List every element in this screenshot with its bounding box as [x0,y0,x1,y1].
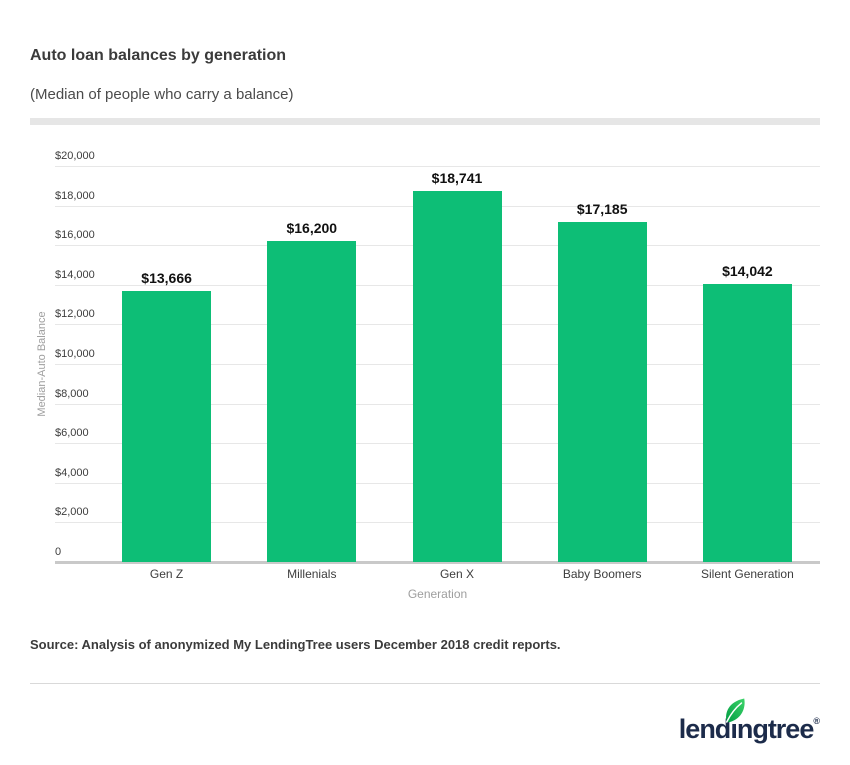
bar-value-label: $14,042 [722,262,773,279]
x-axis-line [55,561,820,564]
lendingtree-logo: lend ıngtree® [678,698,820,752]
bar-gen-x [412,190,502,562]
y-tick-label: $6,000 [55,427,89,440]
bar-chart: Median-Auto Balance Generation $20,000 $1… [30,150,820,610]
page-title: Auto loan balances by generation [30,47,287,64]
x-tick-label: Baby Boomers [562,567,642,581]
top-divider-bar [30,118,820,125]
y-tick-label: $12,000 [55,308,95,321]
y-tick-label: $20,000 [55,150,95,162]
x-tick-label: Gen Z [149,567,184,581]
y-tick-label: $2,000 [55,506,89,519]
bar-value-label: $16,200 [286,220,338,237]
y-tick-label: $8,000 [55,387,89,400]
y-tick-label: $4,000 [55,466,89,479]
plot-area: Median-Auto Balance Generation $20,000 $1… [36,150,820,601]
logo-dotless-i: ı [726,698,745,744]
bar-gen-z [122,291,212,562]
y-tick-label: $10,000 [55,348,95,360]
logo-text-post: ngtree [736,714,815,744]
bar-millenials [267,241,357,562]
gridline [55,166,820,167]
y-tick-label: $16,000 [55,229,95,242]
footer: lend ıngtree® [30,698,820,752]
bottom-divider-line [30,683,820,684]
x-axis-title: Generation [407,587,468,601]
y-tick-label: $18,000 [55,189,95,202]
x-tick-label: Millenials [287,567,337,581]
source-note: Source: Analysis of anonymized My Lendin… [30,637,561,652]
x-tick-label: Silent Generation [701,567,794,581]
bar-baby-boomers [557,221,647,562]
bar-value-label: $17,185 [576,200,628,217]
registered-mark: ® [813,716,820,726]
y-tick-label: $14,000 [55,268,95,281]
x-tick-label: Gen X [439,567,474,581]
y-axis-title: Median-Auto Balance [36,311,48,417]
y-tick-label: 0 [55,546,62,558]
logo-text-i: ı [730,714,737,744]
lendingtree-leaf-icon [726,698,745,723]
bar-value-label: $13,666 [141,270,192,287]
chart-subtitle: (Median of people who carry a balance) [30,86,294,103]
bar-value-label: $18,741 [431,169,483,186]
bar-silent-generation [702,283,792,562]
logo-text-pre: lend [678,714,732,744]
